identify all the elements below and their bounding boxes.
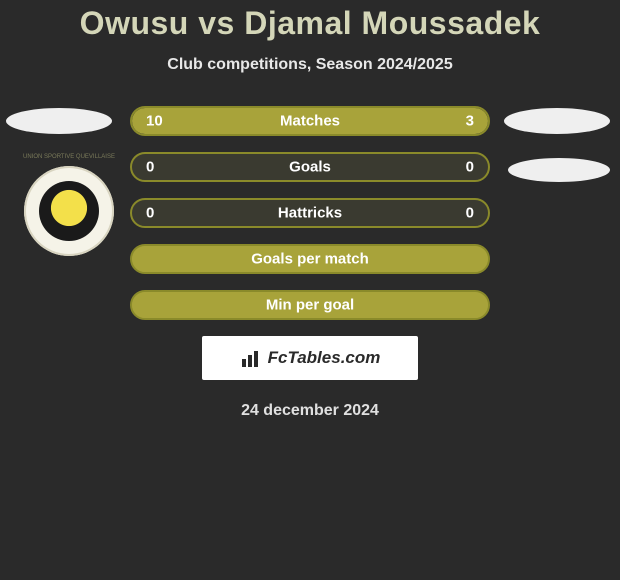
bar-track: Goals per match	[130, 244, 490, 274]
date-label: 24 december 2024	[0, 402, 620, 420]
fctables-watermark[interactable]: FcTables.com	[202, 336, 418, 380]
bar-left-fill	[132, 108, 406, 134]
stat-label: Matches	[280, 113, 340, 130]
stat-value-left: 0	[146, 205, 154, 222]
comparison-card: Owusu vs Djamal Moussadek Club competiti…	[0, 0, 620, 420]
page-title: Owusu vs Djamal Moussadek	[0, 5, 620, 42]
subtitle: Club competitions, Season 2024/2025	[0, 56, 620, 74]
stat-row-hattricks: 0 Hattricks 0	[0, 198, 620, 228]
stat-value-left: 0	[146, 159, 154, 176]
stat-row-min-per-goal: Min per goal	[0, 290, 620, 320]
stat-label: Goals	[289, 159, 331, 176]
fctables-label: FcTables.com	[268, 348, 381, 368]
bar-track: 10 Matches 3	[130, 106, 490, 136]
stat-label: Min per goal	[266, 297, 354, 314]
bar-right-fill	[406, 108, 488, 134]
bar-track: Min per goal	[130, 290, 490, 320]
stat-row-goals-per-match: Goals per match	[0, 244, 620, 274]
stat-label: Hattricks	[278, 205, 342, 222]
stat-value-right: 3	[466, 113, 474, 130]
bar-chart-icon	[240, 349, 262, 367]
bar-track: 0 Hattricks 0	[130, 198, 490, 228]
bar-track: 0 Goals 0	[130, 152, 490, 182]
stat-row-goals: 0 Goals 0	[0, 152, 620, 182]
stat-value-right: 0	[466, 205, 474, 222]
stat-value-right: 0	[466, 159, 474, 176]
stats-section: UNION SPORTIVE QUEVILLAISE 10 Matches 3 …	[0, 106, 620, 320]
stat-value-left: 10	[146, 113, 163, 130]
stat-row-matches: 10 Matches 3	[0, 106, 620, 136]
stat-label: Goals per match	[251, 251, 369, 268]
